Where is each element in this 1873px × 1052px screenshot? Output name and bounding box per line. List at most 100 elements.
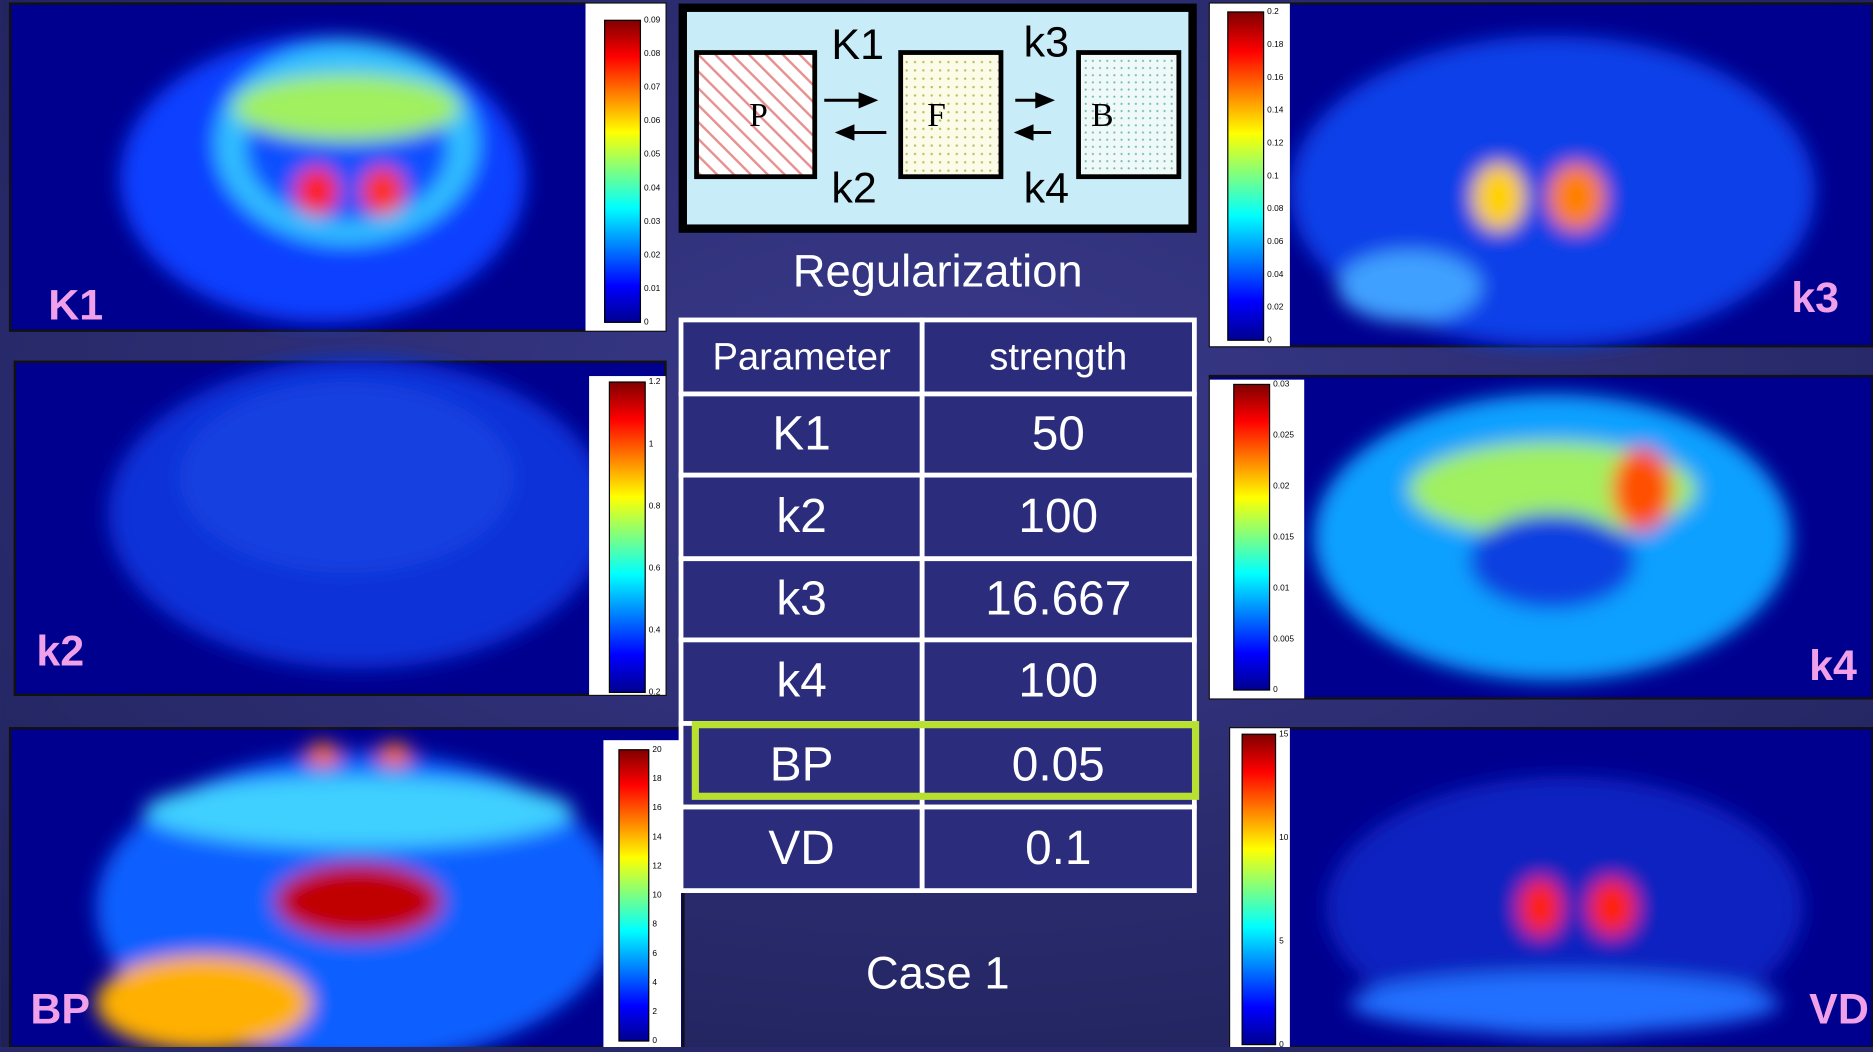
map-region <box>1588 879 1636 936</box>
colorbar <box>609 382 645 692</box>
compartment-box <box>901 53 1001 177</box>
colorbar <box>619 750 649 1041</box>
colorbar-tick-label: 0.8 <box>649 500 661 510</box>
table-text: k3 <box>776 572 826 625</box>
compartment-label: F <box>927 97 946 134</box>
colorbar-tick-label: 4 <box>652 977 657 987</box>
compartment-label: P <box>749 97 768 134</box>
colorbar-tick-label: 0.025 <box>1273 430 1294 440</box>
rate-label: k2 <box>831 164 876 212</box>
table-text: strength <box>989 335 1127 378</box>
table-text: k4 <box>776 655 826 708</box>
panel-label: VD <box>1809 986 1869 1034</box>
rate-label: k3 <box>1024 19 1069 67</box>
colorbar-tick-label: 0.01 <box>1273 582 1290 592</box>
colorbar-tick-label: 2 <box>652 1006 657 1016</box>
colorbar-tick-label: 0.02 <box>1267 302 1284 312</box>
colorbar-tick-label: 0.08 <box>1267 203 1284 213</box>
parameter-map <box>1326 776 1804 1039</box>
colorbar-tick-label: 0.12 <box>1267 137 1284 147</box>
colorbar-tick-label: 0.005 <box>1273 633 1294 643</box>
colorbar-tick-label: 0.6 <box>649 562 661 572</box>
colorbar-tick-label: 16 <box>652 802 662 812</box>
map-region <box>361 167 404 215</box>
parameter-map <box>1290 36 1815 346</box>
colorbar-tick-label: 0.05 <box>644 149 661 159</box>
colorbar-tick-label: 20 <box>652 744 662 754</box>
colorbar-tick-label: 0.18 <box>1267 39 1284 49</box>
colorbar-tick-label: 0.07 <box>644 82 661 92</box>
table-text: 100 <box>1018 655 1098 708</box>
panel-label: BP <box>30 986 90 1034</box>
colorbar-tick-label: 0 <box>1273 684 1278 694</box>
colorbar-tick-label: 10 <box>1279 832 1289 842</box>
parameter-map <box>108 358 609 668</box>
parameter-map <box>1314 394 1792 681</box>
colorbar-tick-label: 0.2 <box>1267 6 1279 16</box>
page: 0 0.01 0.02 0.03 0.04 0.05 0.06 0.07 0.08 0.09 K1 0… <box>0 0 1873 1047</box>
colorbar-tick-label: 0.03 <box>1273 379 1290 389</box>
colorbar-tick-label: 0 <box>644 317 649 327</box>
colorbar <box>1242 734 1275 1044</box>
colorbar-tick-label: 0 <box>652 1035 657 1045</box>
colorbar-tick-label: 0.02 <box>644 249 661 259</box>
table-text: K1 <box>772 408 830 461</box>
colorbar-tick-label: 0.01 <box>644 283 661 293</box>
colorbar <box>605 20 641 322</box>
caption: Case 1 <box>866 948 1010 999</box>
table-text: 50 <box>1032 408 1085 461</box>
colorbar-tick-label: 0.06 <box>644 115 661 125</box>
map-region <box>233 74 460 141</box>
map-region <box>96 955 311 1047</box>
table-text: 0.05 <box>1012 738 1105 791</box>
colorbar-tick-label: 12 <box>652 860 662 870</box>
map-region <box>1473 164 1526 231</box>
colorbar-tick-label: 1 <box>649 438 654 448</box>
panel-label: k3 <box>1791 274 1839 322</box>
map-region <box>295 167 338 215</box>
colorbar-tick-label: 0.4 <box>649 625 661 635</box>
colorbar-tick-label: 5 <box>1279 935 1284 945</box>
table-text: BP <box>770 738 834 791</box>
parameter-map <box>120 36 526 323</box>
colorbar-tick-label: 8 <box>652 919 657 929</box>
map-region <box>1519 879 1562 936</box>
map-region <box>306 743 339 767</box>
map-region <box>1350 973 1780 1033</box>
map-region <box>1338 251 1481 323</box>
table-text: 100 <box>1018 490 1098 543</box>
colorbar-tick-label: 1.2 <box>649 376 661 386</box>
table-text: 0.1 <box>1025 822 1091 875</box>
map-region <box>1469 513 1636 609</box>
colorbar-tick-label: 0.2 <box>649 687 661 697</box>
colorbar-tick-label: 18 <box>652 773 662 783</box>
colorbar-tick-label: 0 <box>1267 334 1272 344</box>
colorbar-tick-label: 14 <box>652 831 662 841</box>
table-text: 16.667 <box>985 572 1131 625</box>
colorbar-tick-label: 0.015 <box>1273 531 1294 541</box>
map-region <box>144 776 574 848</box>
colorbar-tick-label: 0.16 <box>1267 72 1284 82</box>
map-region <box>1548 164 1605 231</box>
map-region <box>378 743 411 767</box>
table-text: k2 <box>776 490 826 543</box>
colorbar-tick-label: 6 <box>652 948 657 958</box>
table-text: VD <box>768 822 834 875</box>
rate-label: K1 <box>831 21 884 69</box>
panel-label: k4 <box>1809 642 1857 690</box>
colorbar-tick-label: 0.04 <box>644 182 661 192</box>
colorbar <box>1234 384 1270 690</box>
table-text: Parameter <box>712 335 891 378</box>
table-title: Regularization <box>793 246 1083 297</box>
map-region <box>1612 448 1672 532</box>
map-region <box>180 382 514 573</box>
panel-label: k2 <box>36 628 84 676</box>
colorbar-tick-label: 0.04 <box>1267 269 1284 279</box>
diagram: P F B K1 k2 k3 k4 <box>679 4 1197 233</box>
colorbar-tick-label: 0.09 <box>644 14 661 24</box>
colorbar-tick-label: 0 <box>1279 1039 1284 1047</box>
colorbar-tick-label: 0.1 <box>1267 170 1279 180</box>
parameter-table: Parameter strength K1 50 k2 100 k3 16.667 k4 100 B… <box>681 320 1196 891</box>
colorbar-tick-label: 0.06 <box>1267 236 1284 246</box>
panel-label: K1 <box>48 281 103 329</box>
